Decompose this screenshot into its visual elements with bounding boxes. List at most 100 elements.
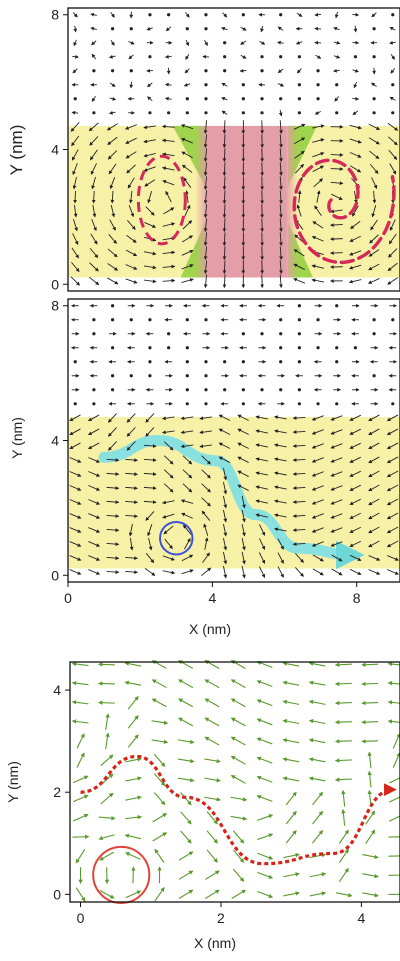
field-arrow — [239, 68, 247, 73]
field-arrow — [311, 513, 324, 519]
field-arrow — [257, 833, 274, 841]
field-arrow — [161, 124, 175, 129]
field-arrow — [334, 681, 352, 687]
field-arrow — [313, 178, 324, 188]
field-dot — [204, 402, 208, 406]
field-dot — [297, 346, 301, 350]
field-arrow — [128, 205, 135, 218]
field-arrow — [180, 830, 192, 844]
field-dot — [73, 402, 77, 406]
field-arrow — [334, 758, 352, 763]
field-arrow — [88, 499, 101, 505]
field-arrow — [75, 849, 86, 864]
field-arrow — [257, 891, 274, 898]
field-arrow — [222, 134, 227, 149]
field-dot — [185, 388, 189, 392]
field-dot — [148, 13, 152, 17]
field-arrow — [349, 498, 362, 505]
field-dot — [204, 83, 208, 87]
field-arrow — [109, 96, 117, 101]
field-arrow — [293, 249, 305, 257]
field-arrow — [206, 849, 218, 863]
field-arrow — [161, 500, 175, 505]
field-arrow — [180, 416, 194, 421]
field-arrow — [389, 163, 397, 175]
field-arrow — [91, 176, 96, 190]
field-arrow — [223, 481, 228, 495]
middle-y-axis-label: Y (nm) — [9, 417, 25, 459]
field-arrow — [73, 39, 77, 47]
field-dot — [391, 402, 395, 406]
field-arrow — [258, 566, 266, 578]
field-arrow — [205, 889, 220, 899]
field-arrow — [165, 26, 172, 32]
top-y-tick-label: 4 — [51, 142, 59, 158]
field-dot — [204, 13, 208, 17]
field-arrow — [257, 852, 274, 860]
field-dot — [279, 13, 283, 17]
field-arrow — [222, 120, 227, 135]
field-dot — [260, 111, 264, 115]
field-arrow — [308, 757, 326, 763]
field-arrow — [256, 756, 273, 764]
field-arrow — [161, 138, 175, 143]
field-arrow — [240, 26, 247, 31]
field-arrow — [255, 443, 268, 448]
field-arrow — [311, 429, 324, 435]
field-arrow — [335, 892, 353, 898]
field-arrow — [349, 568, 362, 575]
field-dot — [241, 360, 245, 364]
field-arrow — [314, 12, 322, 17]
field-arrow — [230, 755, 246, 765]
field-arrow — [292, 444, 306, 448]
field-dot — [129, 374, 133, 378]
field-arrow — [110, 39, 115, 46]
field-arrow — [107, 248, 118, 258]
field-dot — [279, 318, 283, 322]
field-arrow — [98, 815, 116, 821]
field-arrow — [386, 498, 399, 506]
field-arrow — [285, 791, 297, 806]
field-arrow — [203, 120, 208, 135]
field-arrow — [276, 40, 284, 45]
field-arrow — [311, 471, 324, 477]
field-arrow — [237, 470, 249, 477]
field-dot — [335, 360, 339, 364]
field-arrow — [330, 167, 344, 171]
field-arrow — [69, 569, 82, 575]
field-arrow — [204, 777, 221, 783]
field-dot — [241, 13, 245, 17]
field-dot — [316, 69, 320, 73]
field-arrow — [88, 471, 101, 477]
field-arrow — [241, 495, 246, 509]
field-arrow — [126, 234, 137, 243]
field-arrow — [231, 889, 247, 899]
field-arrow — [143, 500, 157, 504]
field-dot — [241, 83, 245, 87]
field-arrow — [334, 662, 352, 667]
field-arrow — [91, 53, 97, 60]
field-dot — [129, 27, 133, 31]
field-dot — [92, 318, 96, 322]
middle-regions — [68, 416, 400, 570]
field-arrow — [386, 512, 399, 520]
field-arrow — [259, 40, 266, 45]
field-arrow — [292, 542, 306, 546]
field-arrow — [163, 455, 174, 465]
field-arrow — [222, 218, 227, 233]
field-arrow — [311, 485, 324, 491]
field-arrow — [371, 12, 377, 18]
field-arrow — [292, 430, 306, 434]
field-arrow — [349, 484, 362, 491]
field-arrow — [330, 209, 343, 214]
field-arrow — [368, 249, 380, 257]
field-dot — [260, 69, 264, 73]
field-arrow — [201, 497, 211, 507]
field-arrow — [334, 719, 352, 725]
field-arrow — [163, 469, 174, 479]
field-arrow — [386, 456, 399, 464]
field-arrow — [222, 246, 227, 261]
field-arrow — [87, 414, 100, 422]
field-dot — [297, 360, 301, 364]
field-arrow — [88, 569, 101, 575]
